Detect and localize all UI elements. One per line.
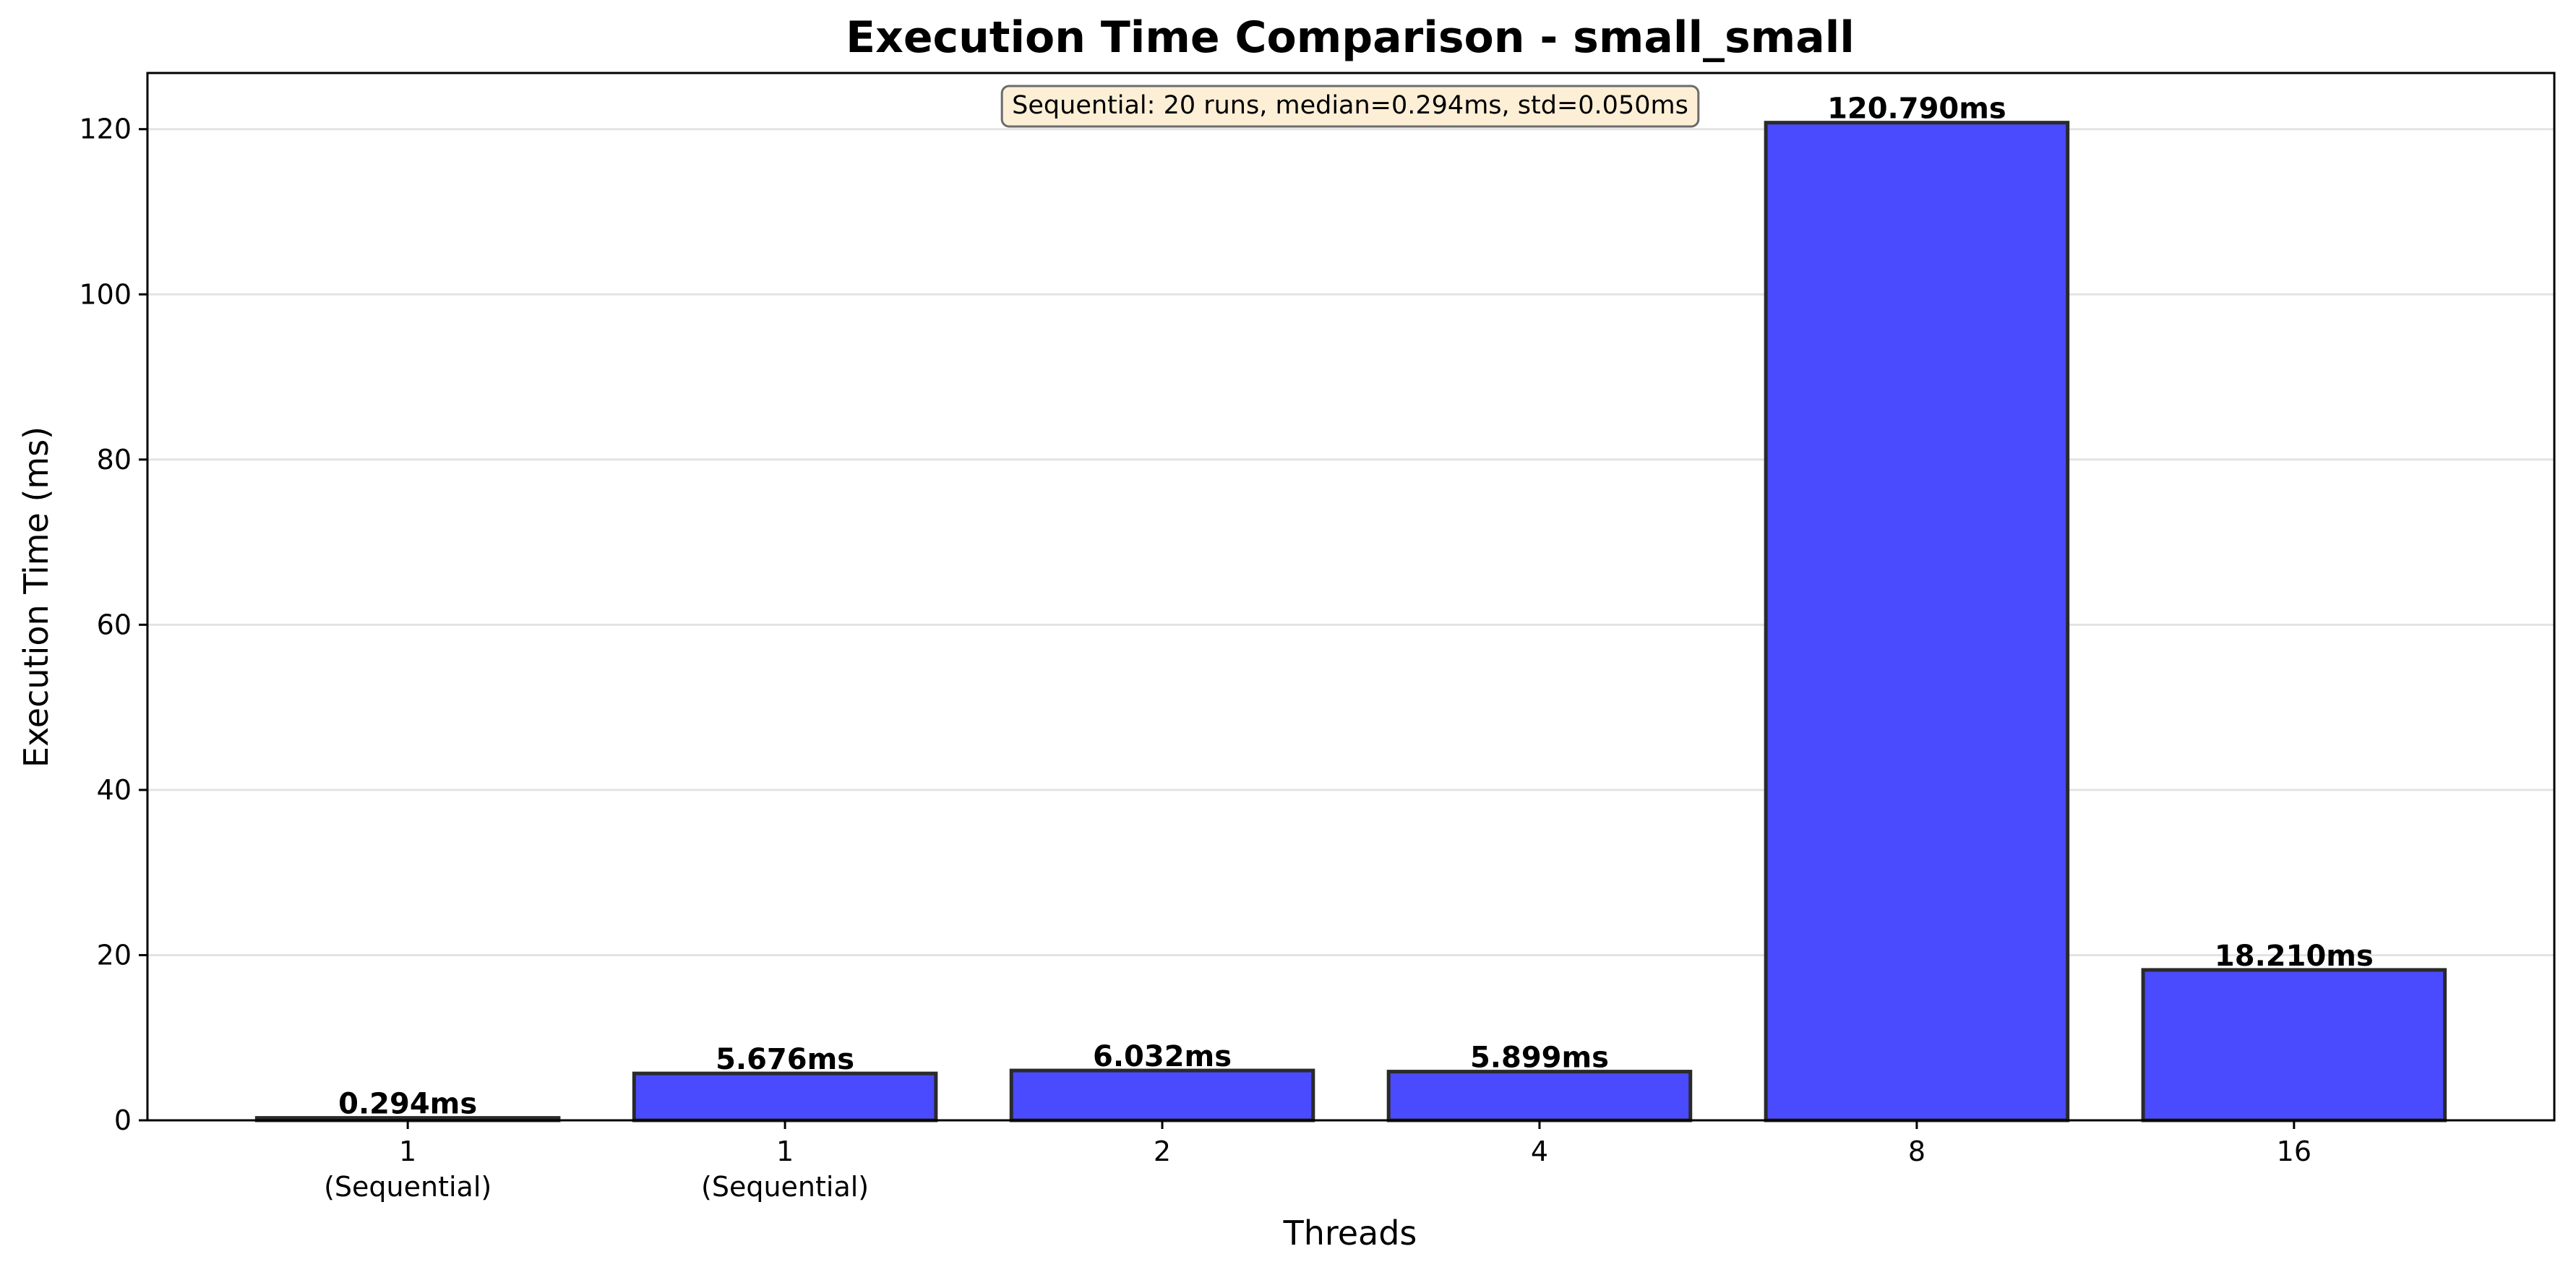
y-tick-label-2: 40 [97,774,132,806]
y-tick-label-5: 100 [79,278,132,310]
annotation-background [1000,85,1700,128]
x-tick-label-4: 8 [1908,1136,1925,1167]
bar-value-labels: 0.294ms 5.676ms 6.032ms 5.899ms 120.790ms 18.… [338,93,2374,1121]
chart-title: Execution Time Comparison - small_small [846,12,1855,63]
grid-lines [147,128,2554,956]
x-tick-label-0: 1 [399,1136,416,1167]
y-axis-title: Execution Time (ms) [17,426,56,768]
bar-value-label-5: 18.210ms [2215,940,2374,973]
bars [254,121,2447,1122]
y-tick-label-4: 80 [97,444,132,476]
bar-value-label-3: 5.899ms [1470,1042,1609,1075]
bar-5 [2141,968,2447,1122]
bar-value-label-0: 0.294ms [338,1088,477,1121]
bar-2 [1009,1068,1315,1122]
y-tick-label-0: 0 [114,1104,132,1136]
x-axis-title: Threads [1283,1214,1417,1253]
bar-value-label-4: 120.790ms [1827,93,2006,126]
y-tick-label-3: 60 [97,609,132,640]
x-tick-sublabel-1: (Sequential) [701,1171,869,1203]
bar-3 [1386,1070,1693,1122]
bar-value-label-2: 6.032ms [1093,1040,1232,1073]
bar-value-label-1: 5.676ms [716,1043,854,1076]
y-tick-label-1: 20 [97,939,132,971]
x-tick-label-2: 2 [1154,1136,1171,1167]
y-axis: 0 20 40 60 80 100 120 [79,113,147,1136]
plot-frame [146,72,2556,1122]
x-axis: 1 (Sequential) 1 (Sequential) 2 4 8 16 [324,1120,2311,1203]
annotation-box: Sequential: 20 runs, median=0.294ms, std… [1000,85,1700,128]
x-tick-label-5: 16 [2277,1136,2311,1167]
x-tick-label-3: 4 [1531,1136,1548,1167]
x-tick-sublabel-0: (Sequential) [324,1171,491,1203]
bar-1 [632,1071,938,1122]
bar-4 [1764,121,2070,1122]
y-tick-label-6: 120 [79,113,132,145]
annotation-text: Sequential: 20 runs, median=0.294ms, std… [1012,91,1688,120]
x-tick-label-1: 1 [776,1136,794,1167]
